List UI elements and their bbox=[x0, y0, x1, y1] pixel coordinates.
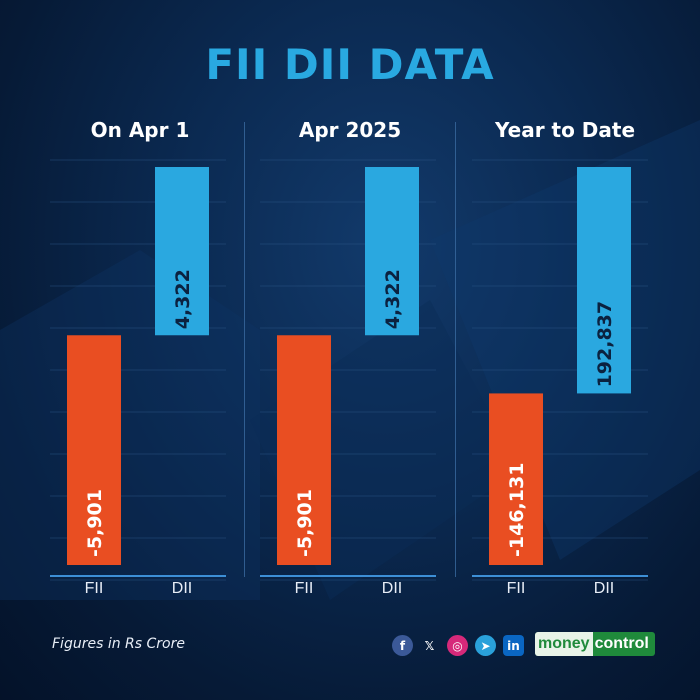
footer-note: Figures in Rs Crore bbox=[52, 636, 185, 652]
category-label-fii-3: FII bbox=[506, 580, 526, 597]
brand-part1: money bbox=[535, 632, 593, 656]
panel-divider-1 bbox=[244, 122, 245, 577]
bar-dii bbox=[577, 167, 631, 394]
panel-title-3: Year to Date bbox=[494, 118, 636, 142]
data-label-fii: -5,901 bbox=[84, 489, 106, 557]
data-label-dii: 192,837 bbox=[594, 301, 616, 388]
category-label-dii-1: DII bbox=[171, 580, 193, 597]
category-label-dii-3: DII bbox=[593, 580, 615, 597]
bar-fii bbox=[67, 335, 121, 565]
category-label-dii-2: DII bbox=[381, 580, 403, 597]
data-label-fii: -146,131 bbox=[506, 463, 528, 557]
page-title: FII DII DATA bbox=[205, 40, 495, 89]
bar-fii bbox=[489, 393, 543, 565]
x-icon[interactable]: 𝕏 bbox=[424, 638, 435, 653]
bar-dii bbox=[365, 167, 419, 336]
data-label-dii: 4,322 bbox=[382, 269, 404, 329]
data-label-fii: -5,901 bbox=[294, 489, 316, 557]
panel-title-1: On Apr 1 bbox=[90, 118, 190, 142]
category-label-fii-1: FII bbox=[84, 580, 104, 597]
data-label-dii: 4,322 bbox=[172, 269, 194, 329]
panel-divider-2 bbox=[455, 122, 456, 577]
facebook-icon[interactable]: f bbox=[392, 635, 413, 656]
brand-part2: control bbox=[594, 635, 649, 652]
panel-title-2: Apr 2025 bbox=[298, 118, 402, 142]
bar-dii bbox=[155, 167, 209, 336]
telegram-icon[interactable]: ➤ bbox=[475, 635, 496, 656]
bar-fii bbox=[277, 335, 331, 565]
moneycontrol-logo[interactable]: money control bbox=[535, 632, 655, 656]
instagram-icon[interactable]: ◎ bbox=[447, 635, 468, 656]
category-label-fii-2: FII bbox=[294, 580, 314, 597]
linkedin-icon[interactable]: in bbox=[503, 635, 524, 656]
